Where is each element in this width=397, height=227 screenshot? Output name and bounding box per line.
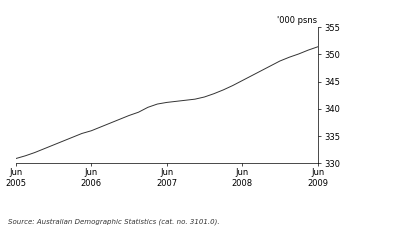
Text: '000 psns: '000 psns <box>278 15 318 25</box>
Text: Source: Australian Demographic Statistics (cat. no. 3101.0).: Source: Australian Demographic Statistic… <box>8 218 220 225</box>
